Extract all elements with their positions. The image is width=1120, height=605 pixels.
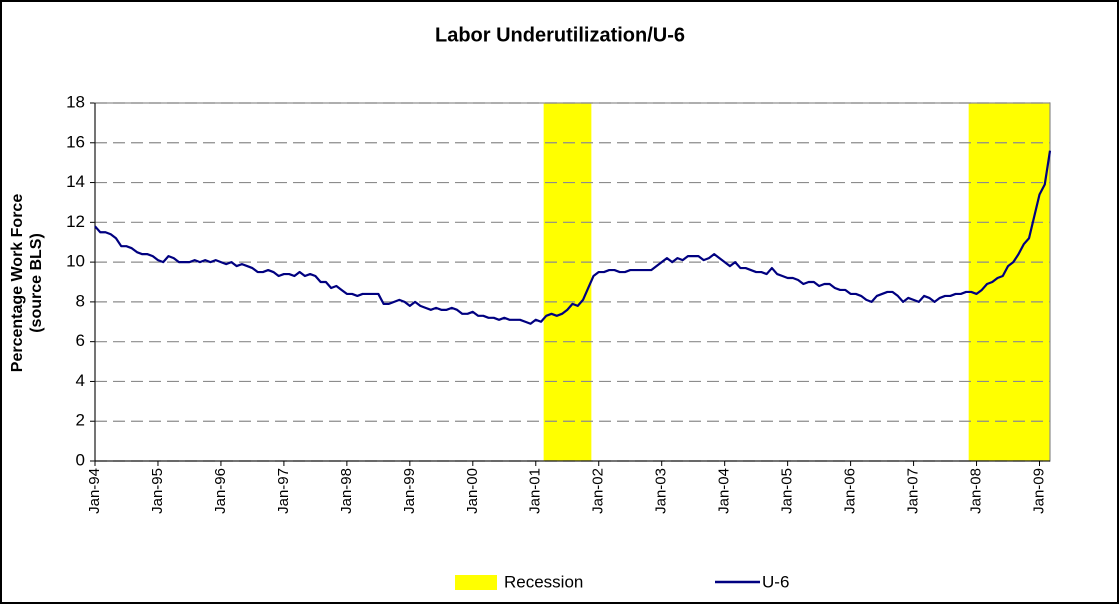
y-tick-label: 4 (76, 371, 85, 390)
recession-bar (1047, 103, 1051, 461)
y-axis-title-line: Percentage Work Force (9, 194, 26, 373)
chart-title: Labor Underutilization/U-6 (435, 24, 685, 46)
recession-bar (575, 103, 581, 461)
x-tick-label: Jan-00 (464, 468, 481, 514)
x-tick-label: Jan-05 (779, 468, 796, 514)
recession-bar (1031, 103, 1038, 461)
x-tick-label: Jan-08 (968, 468, 985, 514)
x-tick-label: Jan-04 (716, 468, 733, 514)
recession-bar (559, 103, 566, 461)
recession-bar (1000, 103, 1006, 461)
recession-bar (979, 103, 985, 461)
y-axis-title: Percentage Work Force (source BLS) (9, 194, 45, 373)
y-tick-label: 16 (66, 132, 85, 151)
recession-bar (1015, 103, 1022, 461)
x-tick-label: Jan-06 (842, 468, 859, 514)
x-tick-label: Jan-07 (905, 468, 922, 514)
x-tick-label: Jan-96 (212, 468, 229, 514)
y-axis-title-line: (source BLS) (28, 233, 45, 333)
recession-bar (1021, 103, 1027, 461)
legend-label: U-6 (762, 572, 789, 591)
y-tick-label: 12 (66, 212, 85, 231)
legend-swatch (455, 575, 497, 590)
x-tick-label: Jan-95 (149, 468, 166, 514)
y-tick-label: 8 (76, 291, 85, 310)
y-tick-label: 0 (76, 450, 85, 469)
y-tick-label: 14 (66, 172, 85, 191)
recession-bar (1026, 103, 1033, 461)
recession-bar (580, 103, 587, 461)
x-tick-label: Jan-97 (275, 468, 292, 514)
x-tick-label: Jan-94 (86, 468, 103, 514)
recession-bar (994, 103, 1001, 461)
recession-bar (554, 103, 560, 461)
recession-bar (1005, 103, 1012, 461)
recession-bar (973, 103, 980, 461)
y-tick-label: 2 (76, 411, 85, 430)
x-tick-label: Jan-98 (338, 468, 355, 514)
u6-line (94, 150, 1052, 325)
x-tick-label: Jan-99 (401, 468, 418, 514)
x-tick-label: Jan-02 (590, 468, 607, 514)
x-tick-label: Jan-03 (653, 468, 670, 514)
recession-bar (968, 103, 975, 461)
y-tick-label: 6 (76, 331, 85, 350)
x-tick-label: Jan-09 (1030, 468, 1047, 514)
legend-item: Recession (455, 572, 583, 591)
recession-bar (543, 103, 550, 461)
legend-item: U-6 (715, 572, 789, 591)
recession-bar (548, 103, 555, 461)
x-tick-label: Jan-01 (527, 468, 544, 514)
y-tick-label: 18 (66, 92, 85, 111)
legend-label: Recession (504, 572, 583, 591)
recession-bar (1042, 103, 1048, 461)
recession-bar (984, 103, 991, 461)
y-tick-label: 10 (66, 252, 85, 271)
recession-bar (1010, 103, 1017, 461)
recession-bar (569, 103, 576, 461)
recession-bar (1036, 103, 1043, 461)
recession-bar (564, 103, 571, 461)
recession-bar (585, 103, 592, 461)
